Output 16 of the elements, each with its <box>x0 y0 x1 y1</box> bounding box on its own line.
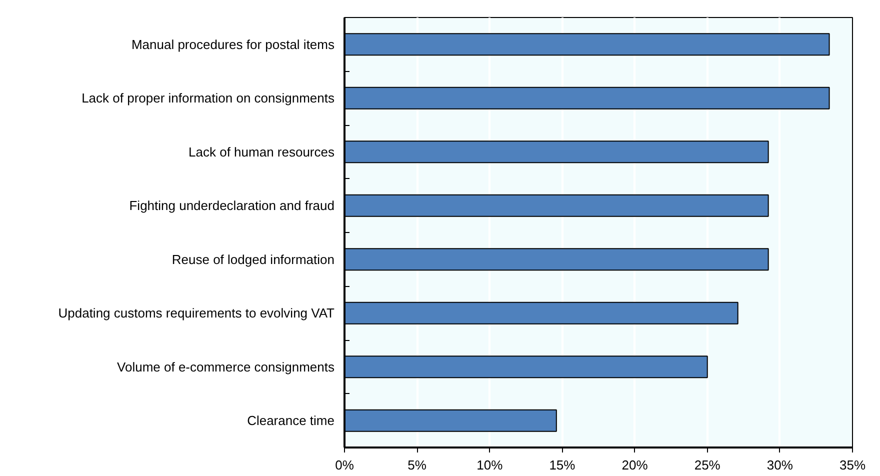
y-tick-label: Lack of human resources <box>188 144 335 160</box>
y-tick-label: Manual procedures for postal items <box>131 36 335 52</box>
x-tick-label: 30% <box>766 458 794 472</box>
x-tick-label: 0% <box>335 458 354 472</box>
x-tick-label: 15% <box>549 458 576 472</box>
y-tick-label: Clearance time <box>247 413 335 428</box>
y-tick-label: Reuse of lodged information <box>172 252 335 267</box>
y-tick-label: Updating customs requirements to evolving VAT <box>58 306 335 321</box>
y-tick-label: Volume of e-commerce consignments <box>117 359 335 374</box>
x-tick-label: 10% <box>476 458 504 472</box>
x-tick-label: 35% <box>839 458 866 472</box>
x-tick-label: 5% <box>408 458 427 472</box>
y-tick-label: Lack of proper information on consignments <box>82 90 335 106</box>
x-tick-label: 25% <box>694 458 721 472</box>
x-tick-label: 20% <box>622 458 648 472</box>
y-tick-label: Fighting underdeclaration and fraud <box>129 198 335 214</box>
